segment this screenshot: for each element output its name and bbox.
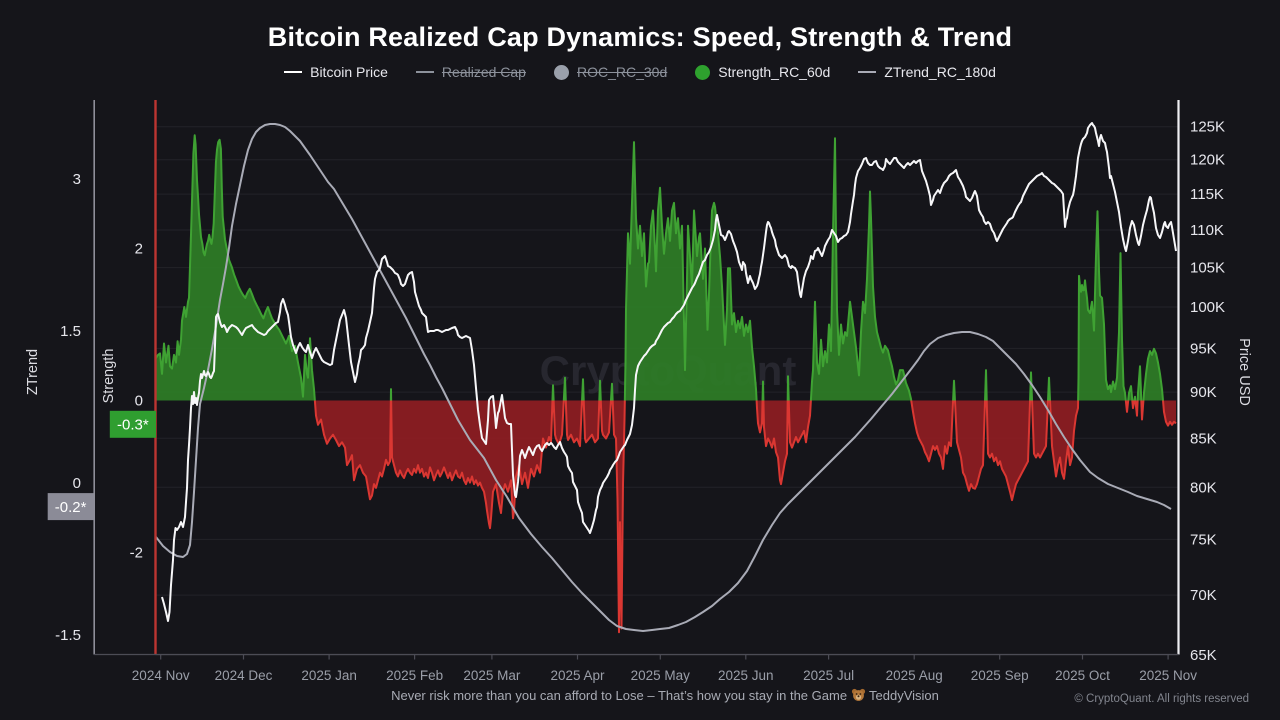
svg-text:2025 Feb: 2025 Feb — [386, 668, 443, 683]
svg-text:100K: 100K — [1190, 299, 1225, 316]
svg-text:2025 Oct: 2025 Oct — [1055, 668, 1110, 683]
svg-text:Strength: Strength — [101, 349, 117, 404]
svg-text:2025 Mar: 2025 Mar — [463, 668, 521, 683]
svg-text:-1.5: -1.5 — [55, 627, 81, 644]
svg-text:2025 Apr: 2025 Apr — [550, 668, 605, 683]
svg-text:105K: 105K — [1190, 260, 1225, 277]
svg-text:Price USD: Price USD — [1236, 338, 1252, 406]
svg-text:2025 Aug: 2025 Aug — [886, 668, 943, 683]
svg-text:2025 Sep: 2025 Sep — [971, 668, 1029, 683]
svg-text:-0.2*: -0.2* — [55, 499, 87, 516]
svg-text:2024 Nov: 2024 Nov — [132, 668, 190, 683]
svg-text:1.5: 1.5 — [60, 323, 81, 340]
svg-text:-0.3*: -0.3* — [117, 417, 149, 434]
svg-text:115K: 115K — [1190, 186, 1224, 203]
svg-text:95K: 95K — [1190, 340, 1217, 357]
svg-text:2024 Dec: 2024 Dec — [215, 668, 273, 683]
svg-text:2025 Jun: 2025 Jun — [718, 668, 774, 683]
svg-text:2: 2 — [135, 241, 143, 258]
svg-text:90K: 90K — [1190, 384, 1217, 401]
svg-text:2025 May: 2025 May — [631, 668, 691, 683]
svg-text:2025 Nov: 2025 Nov — [1139, 668, 1197, 683]
svg-text:0: 0 — [73, 475, 81, 492]
svg-text:80K: 80K — [1190, 479, 1217, 496]
svg-text:75K: 75K — [1190, 531, 1217, 548]
svg-text:2025 Jul: 2025 Jul — [803, 668, 854, 683]
svg-text:110K: 110K — [1190, 222, 1224, 239]
svg-text:125K: 125K — [1190, 119, 1225, 136]
svg-text:65K: 65K — [1190, 647, 1217, 664]
svg-text:2025 Jan: 2025 Jan — [301, 668, 357, 683]
svg-text:0: 0 — [135, 393, 143, 410]
svg-text:3: 3 — [73, 171, 81, 188]
svg-text:ZTrend: ZTrend — [25, 349, 41, 395]
svg-text:-2: -2 — [130, 545, 143, 562]
svg-text:70K: 70K — [1190, 587, 1217, 604]
svg-text:120K: 120K — [1190, 152, 1225, 169]
svg-text:85K: 85K — [1190, 430, 1217, 447]
